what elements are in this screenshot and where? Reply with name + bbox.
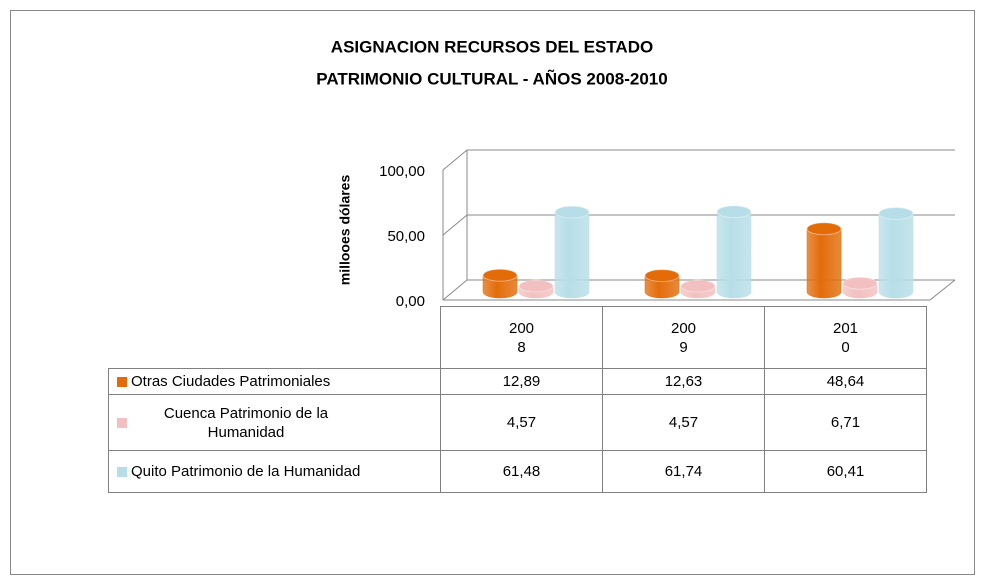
grid-line-side [442,149,468,171]
value-cell: 12,63 [602,368,765,395]
cell-text: 12,63 [664,373,703,390]
value-cell: 12,89 [440,368,603,395]
value-cell: 4,57 [602,394,765,451]
cylinder [482,274,518,299]
cell-text: 48,64 [826,373,865,390]
chart-subtitle: PATRIMONIO CULTURAL - AÑOS 2008-2010 [316,68,667,88]
grid-line-side [442,214,468,236]
cylinder-top [518,279,554,293]
chart-title: ASIGNACION RECURSOS DEL ESTADO [331,37,653,56]
category-header: 2008 [440,306,603,369]
cylinder [716,211,752,299]
cell-text: 2010 [832,319,859,356]
legend-label: Cuenca Patrimonio de la Humanidad [163,404,329,441]
category-header: 2009 [602,306,765,369]
floor-side [929,279,956,301]
legend-cell: Cuenca Patrimonio de la Humanidad [108,394,441,451]
cell-text: 61,48 [502,463,541,480]
cell-text: 4,57 [668,414,699,431]
chart-border [10,10,975,575]
y-axis-title: millooes dólares [337,175,353,286]
value-cell: 61,74 [602,450,765,493]
legend-swatch [117,466,127,477]
y-tick-label: 100,00 [379,163,425,180]
cylinder-top [842,276,878,290]
cylinder-top [680,279,716,293]
value-cell: 6,71 [764,394,927,451]
value-cell: 61,48 [440,450,603,493]
legend-cell: Otras Ciudades Patrimoniales [108,368,441,395]
y-tick-label: 0,00 [396,293,425,310]
value-cell: 4,57 [440,394,603,451]
cylinder-top [806,222,842,236]
cell-text: 60,41 [826,463,865,480]
cell-text: 2009 [670,319,697,356]
legend-swatch [117,417,127,428]
cylinder [554,211,590,299]
cylinder [644,275,680,299]
cell-text: 4,57 [506,414,537,431]
category-header: 2010 [764,306,927,369]
legend-cell: Quito Patrimonio de la Humanidad [108,450,441,493]
legend-swatch [117,376,127,387]
cylinder-top [554,205,590,219]
cylinder [878,213,914,299]
cell-text: 2008 [508,319,535,356]
value-cell: 60,41 [764,450,927,493]
cylinder-top [878,206,914,220]
value-cell: 48,64 [764,368,927,395]
cell-text: 6,71 [830,414,861,431]
legend-label: Quito Patrimonio de la Humanidad [131,463,361,480]
cylinder [806,228,842,299]
cylinder-top [716,205,752,219]
cylinder-top [482,268,518,282]
grid-line-side [442,279,468,301]
y-tick-label: 50,00 [387,228,425,245]
legend-label: Otras Ciudades Patrimoniales [131,373,331,390]
cell-text: 12,89 [502,373,541,390]
cylinder-top [644,269,680,283]
cell-text: 61,74 [664,463,703,480]
